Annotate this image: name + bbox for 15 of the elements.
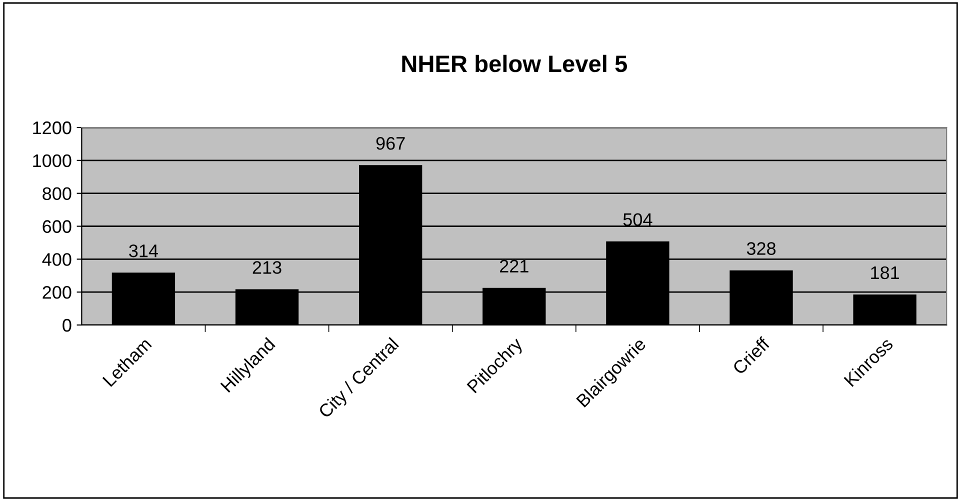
y-tick-label: 200 — [42, 286, 72, 299]
y-tick-label: 600 — [42, 220, 72, 233]
data-label: 221 — [500, 260, 528, 272]
chart-title: NHER below Level 5 — [402, 54, 627, 72]
y-tick-label: 800 — [42, 187, 72, 200]
data-label: 328 — [746, 242, 776, 255]
y-tick-label: 400 — [42, 253, 72, 266]
y-tick-label: 0 — [62, 318, 72, 332]
data-label: 504 — [623, 213, 652, 226]
data-label: 181 — [871, 266, 899, 280]
y-tick-label: 1200 — [33, 121, 72, 134]
data-label: 314 — [129, 244, 158, 258]
data-label: 967 — [376, 136, 405, 150]
data-label: 213 — [252, 261, 282, 274]
y-tick-label: 1000 — [33, 154, 72, 168]
